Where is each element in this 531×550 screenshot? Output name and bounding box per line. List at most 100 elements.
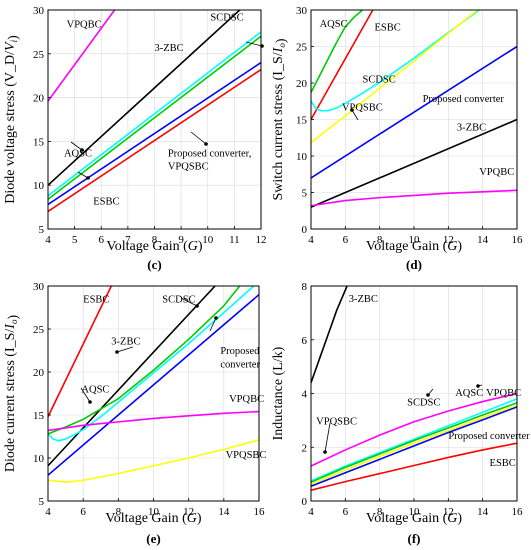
annotation-arrow bbox=[116, 346, 134, 353]
x-tick-label: 10 bbox=[409, 234, 421, 246]
annotation-arrowhead bbox=[86, 176, 90, 180]
x-tick-label: 10 bbox=[409, 506, 421, 518]
y-tick-label: 10 bbox=[33, 180, 45, 192]
series-line-vpqsbc bbox=[311, 10, 479, 144]
x-tick-label: 8 bbox=[377, 234, 383, 246]
series-line-proposed-converter-vpqsbc bbox=[48, 61, 261, 206]
series-line-aqsc bbox=[311, 402, 517, 483]
x-tick-label: 12 bbox=[443, 234, 454, 246]
annotation-arrowhead bbox=[214, 316, 218, 320]
x-tick-label: 10 bbox=[202, 234, 214, 246]
x-tick-label: 4 bbox=[308, 506, 314, 518]
x-tick-label: 6 bbox=[343, 234, 349, 246]
annotation-arrowhead bbox=[476, 384, 480, 388]
y-tick-label: 5 bbox=[302, 188, 308, 200]
y-tick-label: 20 bbox=[296, 78, 308, 90]
annotation-esbc: ESBC bbox=[83, 294, 109, 305]
annotation-arrow bbox=[70, 141, 83, 151]
y-axis-label: Inductance (L/k) bbox=[271, 346, 286, 440]
series-line-esbc bbox=[311, 10, 374, 121]
x-tick-label: 10 bbox=[148, 506, 160, 518]
x-tick-label: 4 bbox=[308, 234, 314, 246]
series-line-scdsc bbox=[48, 31, 261, 197]
x-axis-label: Voltage Gain (G) bbox=[366, 511, 463, 526]
series-line-3-zbc bbox=[311, 286, 348, 384]
panel-label: (d) bbox=[406, 257, 422, 272]
x-tick-label: 14 bbox=[477, 234, 489, 246]
annotation-esbc: ESBC bbox=[93, 196, 119, 207]
chart-panel-e: 4 6 8 10 12 14 16 5 10 15 20 25 30 ESBC SCDSC 3-ZBC Prop… bbox=[3, 281, 266, 546]
x-tick-label: 7 bbox=[125, 234, 131, 246]
series-line-aqsc bbox=[48, 35, 261, 201]
y-tick-label: 25 bbox=[296, 42, 308, 54]
annotation-3-zbc: 3-ZBC bbox=[111, 336, 140, 347]
y-tick-label: 10 bbox=[33, 453, 45, 465]
annotation-aqsc: AQSC bbox=[320, 19, 348, 30]
annotation-arrowhead bbox=[115, 350, 119, 354]
x-tick-label: 4 bbox=[45, 506, 51, 518]
x-tick-label: 6 bbox=[80, 506, 86, 518]
annotation-arrow bbox=[209, 317, 217, 332]
annotation-vpqsbc: VPQSBC bbox=[168, 161, 209, 172]
x-tick-label: 14 bbox=[477, 506, 489, 518]
x-tick-label: 6 bbox=[99, 234, 105, 246]
y-tick-label: 0 bbox=[302, 496, 308, 508]
series-line-scdsc bbox=[311, 398, 517, 482]
annotation-aqsc: AQSC bbox=[64, 148, 92, 159]
x-tick-label: 9 bbox=[178, 234, 184, 246]
x-tick-label: 8 bbox=[152, 234, 158, 246]
annotation-proposed-converter: Proposed converter, bbox=[168, 148, 252, 159]
x-tick-label: 6 bbox=[343, 506, 349, 518]
y-tick-label: 25 bbox=[33, 49, 45, 61]
x-tick-label: 11 bbox=[229, 234, 240, 246]
x-tick-label: 12 bbox=[256, 234, 267, 246]
x-tick-label: 5 bbox=[72, 234, 78, 246]
annotation-arrow bbox=[190, 131, 207, 145]
x-axis-label: Voltage Gain (G) bbox=[366, 239, 463, 254]
y-tick-label: 30 bbox=[33, 281, 45, 293]
chart-panel-c: 4 5 6 7 8 9 10 11 1251015202530VPQBCSCDSC3-ZBCAQ… bbox=[3, 5, 267, 272]
annotation-scdsc: SCDSC bbox=[210, 13, 243, 24]
annotation-arrow bbox=[80, 387, 91, 403]
annotation-arrowhead bbox=[260, 44, 264, 48]
y-tick-label: 2 bbox=[302, 442, 308, 454]
annotation-3-zbc: 3-ZBC bbox=[457, 122, 486, 133]
annotation-vpqbc: VPQBC bbox=[486, 388, 521, 399]
series-line-proposed-converter bbox=[48, 293, 259, 477]
annotation-arrowhead bbox=[80, 148, 84, 152]
y-tick-label: 30 bbox=[296, 5, 308, 17]
series-line-proposed-converter bbox=[311, 45, 517, 179]
y-tick-label: 10 bbox=[296, 151, 308, 163]
y-tick-label: 6 bbox=[302, 335, 308, 347]
x-tick-label: 14 bbox=[218, 506, 230, 518]
series-line-aqsc bbox=[311, 10, 364, 94]
annotation-arrowhead bbox=[426, 393, 430, 397]
x-tick-label: 8 bbox=[377, 506, 383, 518]
series-line-aqsc bbox=[48, 286, 241, 435]
y-tick-label: 20 bbox=[33, 367, 45, 379]
x-tick-label: 12 bbox=[183, 506, 194, 518]
y-axis-label: Diode current stress (I_S/Io) bbox=[3, 315, 21, 473]
annotation-converter: converter bbox=[220, 360, 260, 371]
annotation-vpqsbc: VPQSBC bbox=[342, 103, 383, 114]
y-tick-label: 0 bbox=[302, 224, 308, 236]
series-line-vpqbc bbox=[311, 392, 517, 467]
series-line-proposed-converter bbox=[311, 406, 517, 488]
series-line-esbc bbox=[311, 442, 517, 492]
panel-label: (e) bbox=[146, 531, 160, 546]
y-tick-label: 25 bbox=[33, 324, 45, 336]
annotation-vpqsbc: VPQSBC bbox=[226, 450, 267, 461]
annotation-arrow bbox=[77, 171, 89, 179]
annotation-scdsc: SCDSC bbox=[162, 294, 195, 305]
series-line-3-zbc bbox=[311, 118, 517, 208]
annotation-esbc: ESBC bbox=[490, 458, 516, 469]
annotation-arrow bbox=[245, 41, 263, 47]
annotation-arrowhead bbox=[88, 400, 92, 404]
y-tick-label: 5 bbox=[39, 496, 45, 508]
y-axis-label: Diode voltage stress (V_D/Vi) bbox=[3, 35, 21, 204]
series-line-esbc bbox=[48, 68, 261, 213]
series-line-vpqbc bbox=[311, 189, 517, 207]
y-tick-label: 15 bbox=[33, 410, 45, 422]
series-line-scdsc bbox=[311, 10, 481, 112]
x-axis-label: Voltage Gain (G) bbox=[106, 239, 203, 254]
